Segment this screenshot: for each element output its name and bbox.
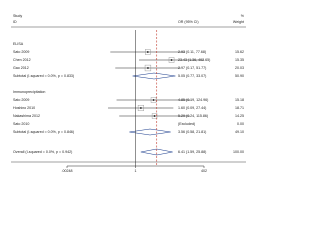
effect-text: 23.43 (1.36, 402.65) — [178, 58, 210, 62]
weight-text: 50.90 — [235, 74, 244, 78]
study-label: Subtotal (I-squared = 0.0%, p = 0.833) — [13, 74, 74, 78]
point-estimate — [139, 107, 142, 109]
weight-text: 15.18 — [235, 98, 244, 102]
point-estimate — [146, 51, 149, 53]
study-label: Hoshino 2010 — [13, 106, 35, 110]
weight-text: 18.71 — [235, 106, 244, 110]
x-tick-label: 1 — [135, 169, 137, 173]
weight-text: 0.00 — [237, 122, 244, 126]
weight-text: 14.25 — [235, 114, 244, 118]
study-label: Sato 2010 — [13, 122, 29, 126]
weight-text: 20.03 — [235, 66, 244, 70]
effect-text: 2.93 (0.11, 77.68) — [178, 50, 206, 54]
effect-text: 5.29 (0.24, 115.86) — [178, 114, 208, 118]
point-estimate — [152, 99, 155, 101]
study-label: Chen 2012 — [13, 58, 31, 62]
header-weight: Weight — [233, 20, 244, 24]
weight-text: 15.62 — [235, 50, 244, 54]
plot-area — [108, 49, 204, 156]
x-tick-label: .00248 — [62, 169, 73, 173]
diamond — [132, 72, 176, 80]
study-label: Sato 2009 — [13, 50, 29, 54]
effect-text: 1.60 (0.09, 27.44) — [178, 106, 206, 110]
effect-text: 6.41 (1.59, 25.88) — [178, 150, 206, 154]
study-label: Overall (I-squared = 0.0%, p = 0.942) — [13, 150, 72, 154]
weight-text: 49.10 — [235, 130, 244, 134]
diamond — [140, 148, 173, 156]
weight-text: 15.35 — [235, 58, 244, 62]
weight-box — [137, 104, 144, 112]
study-label: Nakashima 2012 — [13, 114, 40, 118]
x-tick-label: 402 — [201, 169, 207, 173]
point-estimate — [170, 59, 173, 61]
chart: Study ID OR (95% CI) % Weight .00248 1 402… — [0, 0, 256, 197]
effect-text: 5.05 (0.77, 33.07) — [178, 74, 206, 78]
point-estimate — [147, 67, 149, 69]
effect-text: 4.85 (0.19, 124.96) — [178, 98, 208, 102]
effect-text: 2.97 (0.17, 51.77) — [178, 66, 206, 70]
weight-box — [145, 49, 151, 55]
group-label: ELISA — [13, 42, 24, 46]
header-study: Study — [13, 14, 22, 18]
effect-text: (Excluded) — [178, 122, 195, 126]
header-id: ID — [13, 20, 17, 24]
study-label: Sato 2009 — [13, 98, 29, 102]
weight-text: 100.00 — [233, 150, 244, 154]
study-label: Subtotal (I-squared = 0.0%, p = 0.846) — [13, 130, 74, 134]
header-effect: OR (95% CI) — [178, 20, 199, 24]
group-label: Immunoprecipitation — [13, 90, 45, 94]
point-estimate — [153, 115, 156, 117]
weight-box — [144, 64, 152, 72]
background — [0, 0, 256, 197]
weight-box — [168, 57, 175, 63]
header-pct: % — [241, 14, 245, 18]
study-label: Gao 2012 — [13, 66, 29, 70]
effect-text: 3.56 (0.58, 21.81) — [178, 130, 206, 134]
weight-box — [150, 97, 157, 103]
diamond — [129, 128, 171, 136]
